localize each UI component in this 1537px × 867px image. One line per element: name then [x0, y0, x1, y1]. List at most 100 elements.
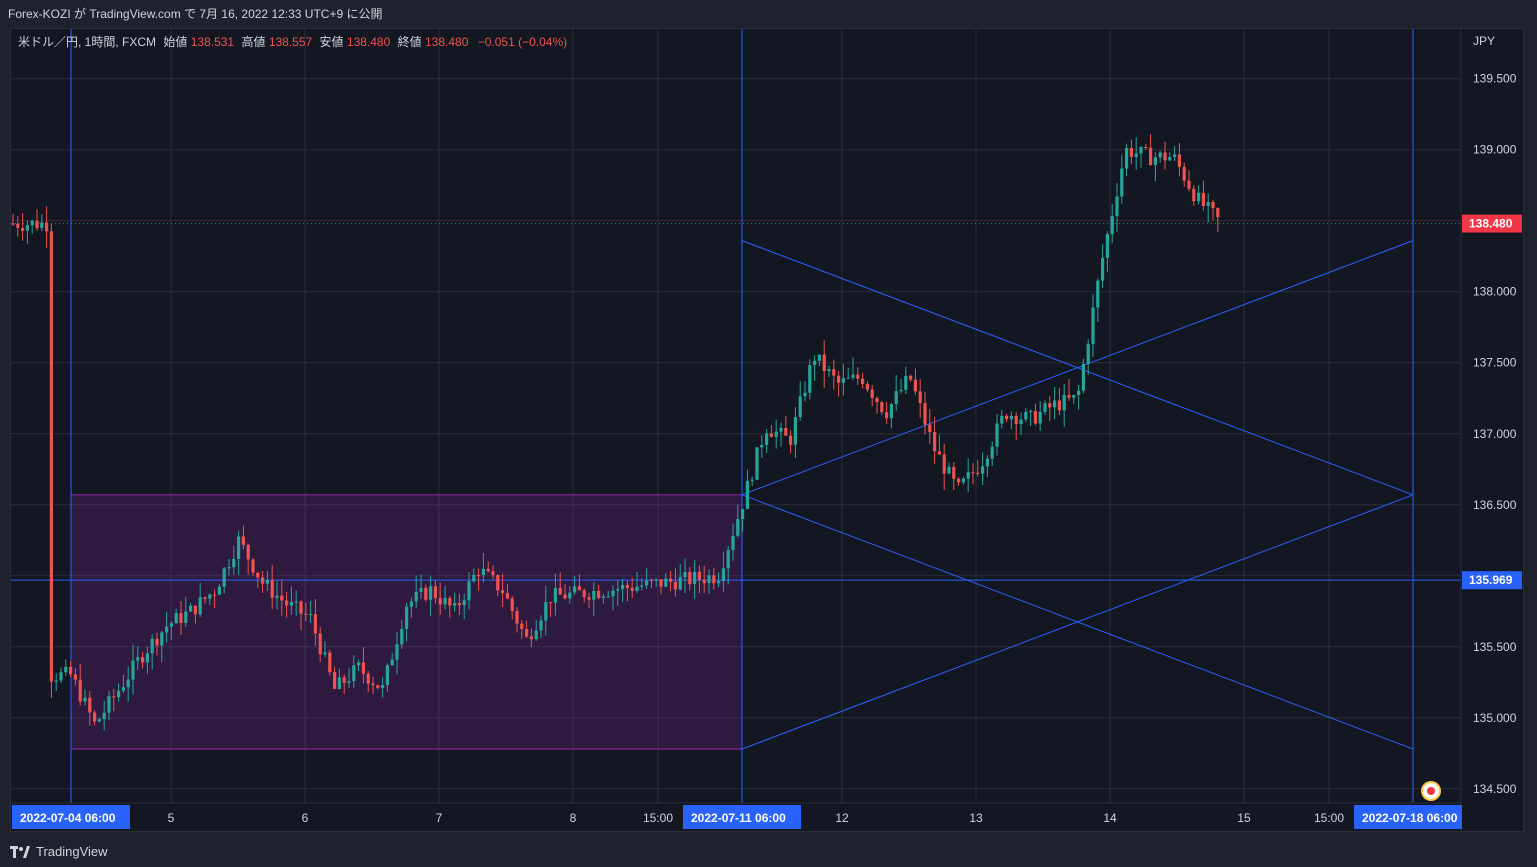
candle-body [563, 594, 567, 599]
candle-body [769, 433, 773, 437]
candle-body [678, 577, 682, 590]
time-marker-label: 2022-07-18 06:00 [1362, 811, 1458, 825]
candle-body [309, 614, 313, 616]
candle-body [21, 227, 25, 231]
price-tick-label: 138.000 [1473, 285, 1517, 299]
time-tick-label: 5 [168, 811, 175, 825]
candle-body [918, 391, 922, 403]
candle-body [117, 690, 121, 698]
candle-body [294, 601, 298, 603]
candle-body [957, 478, 961, 483]
candle-body [371, 683, 375, 686]
candle-body [971, 472, 975, 474]
candle-body [899, 389, 903, 392]
candle-body [131, 660, 135, 680]
candle-body [712, 575, 716, 584]
legend-symbol: 米ドル／円, 1時間, FXCM [18, 35, 156, 49]
candle-body [933, 432, 937, 452]
price-tick-label: 139.000 [1473, 143, 1517, 157]
candle-body [606, 596, 610, 598]
candle-body [736, 518, 740, 536]
candle-body [1019, 419, 1023, 425]
candle-body [1115, 196, 1119, 216]
candle-body [793, 416, 797, 445]
candle-body [765, 433, 769, 445]
candle-body [405, 606, 409, 629]
candle-body [976, 472, 980, 474]
candle-body [112, 696, 116, 698]
candle-body [640, 585, 644, 587]
legend-high-label: 高値 [241, 34, 265, 49]
candle-body [875, 397, 879, 403]
candle-body [1216, 208, 1220, 218]
candle-body [443, 597, 447, 605]
candle-body [366, 673, 370, 684]
candle-body [822, 354, 826, 372]
price-tick-label: 135.500 [1473, 640, 1517, 654]
candle-body [323, 652, 327, 655]
candle-body [381, 685, 385, 689]
candle-body [846, 377, 850, 379]
candle-body [717, 581, 721, 584]
candle-body [1134, 153, 1138, 158]
candle-body [688, 572, 692, 584]
legend-close-value: 138.480 [425, 35, 469, 49]
time-marker-label: 2022-07-04 06:00 [20, 811, 116, 825]
candle-body [904, 375, 908, 390]
chart-canvas[interactable]: 139.500139.000138.500138.000137.500137.0… [11, 29, 1525, 833]
candle-body [784, 427, 788, 436]
candle-body [237, 536, 241, 559]
grid-layer [11, 29, 1461, 803]
candle-body [457, 603, 461, 606]
candle-body [1053, 400, 1057, 408]
time-tick-label: 14 [1103, 811, 1117, 825]
candle-body [304, 613, 308, 615]
candle-body [913, 379, 917, 392]
candle-body [462, 600, 466, 606]
candle-body [16, 223, 20, 228]
replay-icon[interactable] [1421, 781, 1441, 801]
candle-body [1163, 152, 1167, 161]
candle-body [553, 587, 557, 603]
candle-body [179, 613, 183, 623]
candle-body [1029, 410, 1033, 413]
candle-body [251, 559, 255, 573]
candle-body [870, 389, 874, 398]
candle-body [808, 365, 812, 393]
candle-body [774, 431, 778, 437]
legend-change: −0.051 (−0.04%) [478, 35, 567, 49]
candle-body [1033, 410, 1037, 424]
candle-body [1014, 415, 1018, 425]
candle-body [1168, 157, 1172, 161]
candle-body [184, 611, 188, 623]
candle-body [630, 587, 634, 591]
chart-pane[interactable]: 139.500139.000138.500138.000137.500137.0… [10, 28, 1525, 833]
candle-body [1043, 403, 1047, 412]
candle-body [1086, 344, 1090, 364]
footer: TradingView [0, 836, 1537, 867]
candle-body [1149, 147, 1153, 166]
candle-body [54, 680, 58, 682]
candle-body [568, 592, 572, 599]
time-tick-label: 15 [1237, 811, 1251, 825]
candle-body [697, 571, 701, 580]
candle-body [64, 666, 68, 673]
candle-body [1197, 192, 1201, 202]
candle-body [515, 611, 519, 624]
candle-body [453, 603, 457, 606]
candle-body [376, 685, 380, 689]
candle-body [937, 451, 941, 455]
candle-body [755, 447, 759, 480]
legend-high-value: 138.557 [269, 35, 313, 49]
candle-body [1158, 152, 1162, 158]
candle-body [611, 590, 615, 597]
time-tick-label: 8 [570, 811, 577, 825]
candle-body [928, 424, 932, 433]
candle-body [1139, 146, 1143, 154]
candle-body [889, 403, 893, 419]
candle-body [318, 633, 322, 655]
tradingview-brand[interactable]: TradingView [10, 844, 108, 859]
candle-body [966, 472, 970, 479]
time-tick-label: 6 [302, 811, 309, 825]
candle-body [414, 591, 418, 602]
